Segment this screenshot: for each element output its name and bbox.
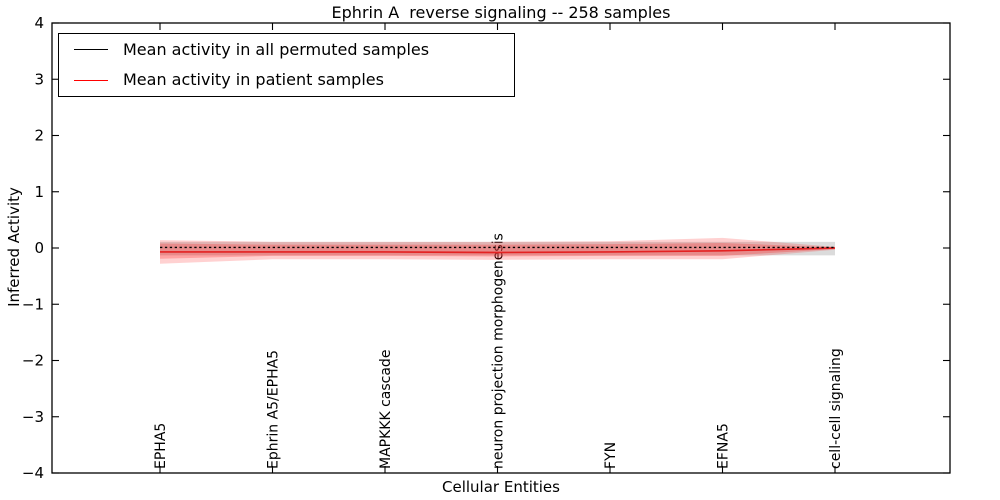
- x-tick-label: cell-cell signaling: [828, 348, 844, 469]
- chart-title: Ephrin A reverse signaling -- 258 sample…: [331, 3, 671, 22]
- x-tick-label: Ephrin A5/EPHA5: [266, 350, 282, 469]
- y-tick-label: −2: [22, 352, 44, 370]
- legend-line-swatch: [74, 49, 108, 51]
- x-tick-label: FYN: [603, 442, 619, 469]
- x-tick-label: neuron projection morphogenesis: [491, 233, 507, 469]
- y-tick-label: 0: [34, 239, 44, 257]
- legend-line-swatch: [74, 79, 108, 81]
- y-tick-label: 1: [34, 183, 44, 201]
- y-tick-label: −4: [22, 464, 44, 482]
- y-tick-label: 3: [34, 70, 44, 88]
- y-tick-label: −1: [22, 295, 44, 313]
- y-tick-label: −3: [22, 408, 44, 426]
- legend: Mean activity in all permuted samples Mea…: [58, 33, 515, 97]
- y-tick-label: 2: [34, 127, 44, 145]
- uncertainty-band: [160, 237, 835, 264]
- legend-label: Mean activity in all permuted samples: [123, 39, 430, 59]
- x-tick-label: MAPKKK cascade: [378, 350, 394, 469]
- y-tick-label: 4: [34, 14, 44, 32]
- series-line: [160, 247, 836, 254]
- x-tick-label: EPHA5: [153, 423, 169, 469]
- legend-entry: Mean activity in all permuted samples: [59, 35, 514, 64]
- x-tick-label: EFNA5: [716, 423, 732, 469]
- x-axis-label: Cellular Entities: [442, 478, 560, 496]
- legend-label: Mean activity in patient samples: [123, 70, 384, 90]
- legend-entry: Mean activity in patient samples: [59, 66, 514, 95]
